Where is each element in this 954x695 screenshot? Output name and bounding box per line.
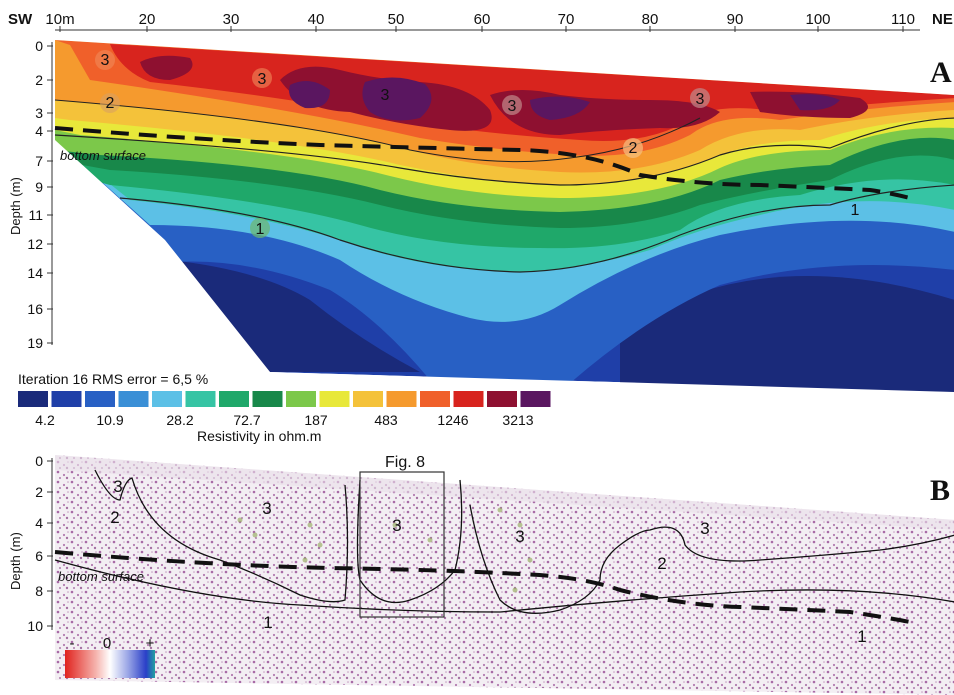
- top-axis-tick-label: 80: [642, 11, 659, 28]
- resistivity-legend: 4.2 10.9 28.2 72.7 187 483 1246 3213: [18, 391, 551, 428]
- panel-b-unit-label: 3: [700, 519, 709, 538]
- panel-b-unit-label: 1: [263, 613, 272, 632]
- panel-b-depth-axis-label: Depth (m): [8, 532, 23, 590]
- panel-a-unit-label: 3: [101, 52, 110, 69]
- panel-a-depth-tick-label: 9: [35, 179, 43, 195]
- panel-b-unit-label: 2: [657, 554, 666, 573]
- panel-a-depth-tick-label: 0: [35, 38, 43, 54]
- top-axis-tick-label: 100: [805, 11, 830, 28]
- legend-swatch: [185, 391, 216, 407]
- legend-swatch: [51, 391, 82, 407]
- legend-swatch: [386, 391, 417, 407]
- legend-swatch: [152, 391, 182, 407]
- panel-a-unit-label: 3: [258, 71, 267, 88]
- legend-value-label: 483: [374, 412, 398, 428]
- panel-a-unit-label: 1: [256, 221, 265, 238]
- panel-a-depth-tick-label: 16: [27, 301, 43, 317]
- panel-a-depth-tick-label: 14: [27, 265, 43, 281]
- panel-a-unit-label: 1: [851, 202, 860, 219]
- top-axis-tick-label: 110: [891, 11, 915, 28]
- top-axis-tick-label: 30: [223, 11, 240, 28]
- panel-b-unit-label: 2: [110, 508, 119, 527]
- panel-b-unit-label: 3: [515, 527, 524, 546]
- panel-b-label: B: [930, 474, 950, 507]
- legend-swatch: [453, 391, 484, 407]
- panel-b-depth-tick-label: 4: [35, 515, 43, 531]
- panel-b-depth-tick-label: 0: [35, 453, 43, 469]
- legend-value-label: 72.7: [233, 412, 260, 428]
- colorbar-label: -: [70, 635, 75, 652]
- legend-swatch: [487, 391, 517, 407]
- top-axis-tick-label: 10m: [45, 11, 74, 28]
- panel-a-unit-label: 3: [381, 87, 390, 104]
- panel-a-unit-labels: 3 3 3 3 3 2 2 1 1: [95, 50, 860, 238]
- fig8-box: [359, 471, 445, 618]
- panel-b-unit-label: 1: [857, 627, 866, 646]
- panel-b-depth-tick-label: 10: [27, 618, 43, 634]
- iteration-text: Iteration 16 RMS error = 6,5 %: [18, 371, 208, 387]
- colorbar-label: 0: [103, 635, 111, 652]
- panel-a-unit-label: 3: [696, 91, 705, 108]
- panel-a-depth-axis: Depth (m) 0 2 3 4 7 9 11 12 14 16 19: [8, 38, 53, 351]
- panel-a-unit-label: 2: [629, 140, 638, 157]
- gpr-colorbar: - 0 +: [65, 635, 155, 678]
- fig8-label: Fig. 8: [385, 454, 425, 471]
- panel-a-unit-label: 3: [508, 98, 517, 115]
- top-axis-tick-label: 70: [558, 11, 575, 28]
- panel-b-depth-axis: Depth (m) 0 2 4 6 8 10: [8, 453, 53, 634]
- top-axis-right-label: NE: [932, 11, 953, 28]
- panel-b-unit-label: 3: [113, 477, 122, 496]
- panel-a-depth-tick-label: 3: [35, 105, 43, 121]
- legend-value-label: 187: [304, 412, 328, 428]
- panel-a-depth-tick-label: 11: [28, 207, 43, 223]
- panel-a-depth-axis-label: Depth (m): [8, 177, 23, 235]
- panel-a-depth-tick-label: 12: [27, 236, 43, 252]
- panel-a-depth-tick-label: 4: [35, 123, 43, 139]
- panel-b-unit-label: 3: [262, 499, 271, 518]
- legend-value-label: 1246: [437, 412, 468, 428]
- legend-swatch: [85, 391, 115, 407]
- top-axis-tick-label: 40: [308, 11, 325, 28]
- top-axis-tick-label: 20: [139, 11, 156, 28]
- panel-a-label: A: [930, 56, 952, 89]
- panel-a-depth-tick-label: 7: [35, 153, 43, 169]
- top-axis: SW NE 10m 20 30 40 50 60 70 80 90 100 110: [8, 11, 953, 32]
- panel-b-depth-tick-label: 6: [35, 548, 43, 564]
- legend-swatch: [353, 391, 383, 407]
- panel-b-bottom-surface-label: bottom surface: [58, 569, 144, 584]
- legend-swatch: [118, 391, 149, 407]
- panel-b-unit-label: 3: [392, 516, 401, 535]
- legend-title: Resistivity in ohm.m: [197, 428, 321, 444]
- panel-a-section: [0, 30, 954, 400]
- legend-swatch: [286, 391, 316, 407]
- panel-b-unit-labels: 3 3 3 3 3 2 2 1 1: [110, 477, 866, 646]
- panel-a-depth-tick-label: 19: [27, 335, 43, 351]
- legend-value-label: 10.9: [96, 412, 123, 428]
- panel-a-bottom-surface-line: [54, 126, 911, 200]
- legend-swatch: [520, 391, 551, 407]
- legend-value-label: 4.2: [35, 412, 55, 428]
- panel-b-depth-tick-label: 2: [35, 484, 43, 500]
- top-axis-left-label: SW: [8, 11, 33, 28]
- legend-value-label: 28.2: [166, 412, 193, 428]
- top-axis-tick-label: 50: [388, 11, 405, 28]
- legend-swatch: [219, 391, 249, 407]
- colorbar-label: +: [146, 635, 155, 652]
- panel-a-unit-label: 2: [106, 95, 115, 112]
- top-axis-tick-label: 90: [727, 11, 744, 28]
- legend-swatch: [252, 391, 283, 407]
- legend-swatch: [420, 391, 450, 407]
- panel-a-depth-tick-label: 2: [35, 72, 43, 88]
- legend-swatch: [18, 391, 48, 407]
- legend-swatch: [319, 391, 350, 407]
- panel-b-depth-tick-label: 8: [35, 583, 43, 599]
- panel-a-bottom-surface-label: bottom surface: [60, 148, 146, 163]
- legend-value-label: 3213: [502, 412, 533, 428]
- top-axis-tick-label: 60: [474, 11, 491, 28]
- panel-b-bottom-surface-line: [54, 550, 911, 624]
